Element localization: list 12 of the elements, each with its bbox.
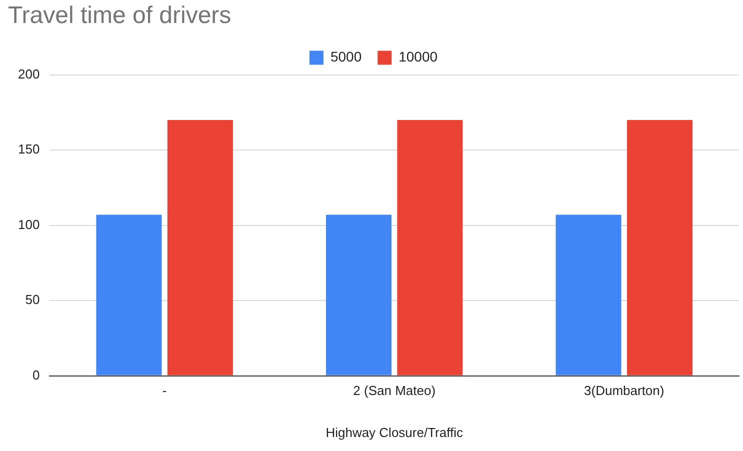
y-tick-label: 150 [18,142,40,157]
legend-label: 10000 [398,48,438,65]
y-tick-label: 50 [25,292,40,308]
x-tick-label: 3(Dumbarton) [584,383,664,398]
x-tick-label: 2 (San Mateo) [353,383,436,398]
x-tick-label: - [162,383,167,398]
y-tick-label: 100 [18,216,40,232]
x-axis-title: Highway Closure/Traffic [326,424,464,440]
y-tick-label: 0 [32,367,40,382]
legend-label: 5000 [330,48,362,65]
chart-title: Travel time of drivers [8,2,232,30]
y-tick-label: 200 [18,66,40,82]
